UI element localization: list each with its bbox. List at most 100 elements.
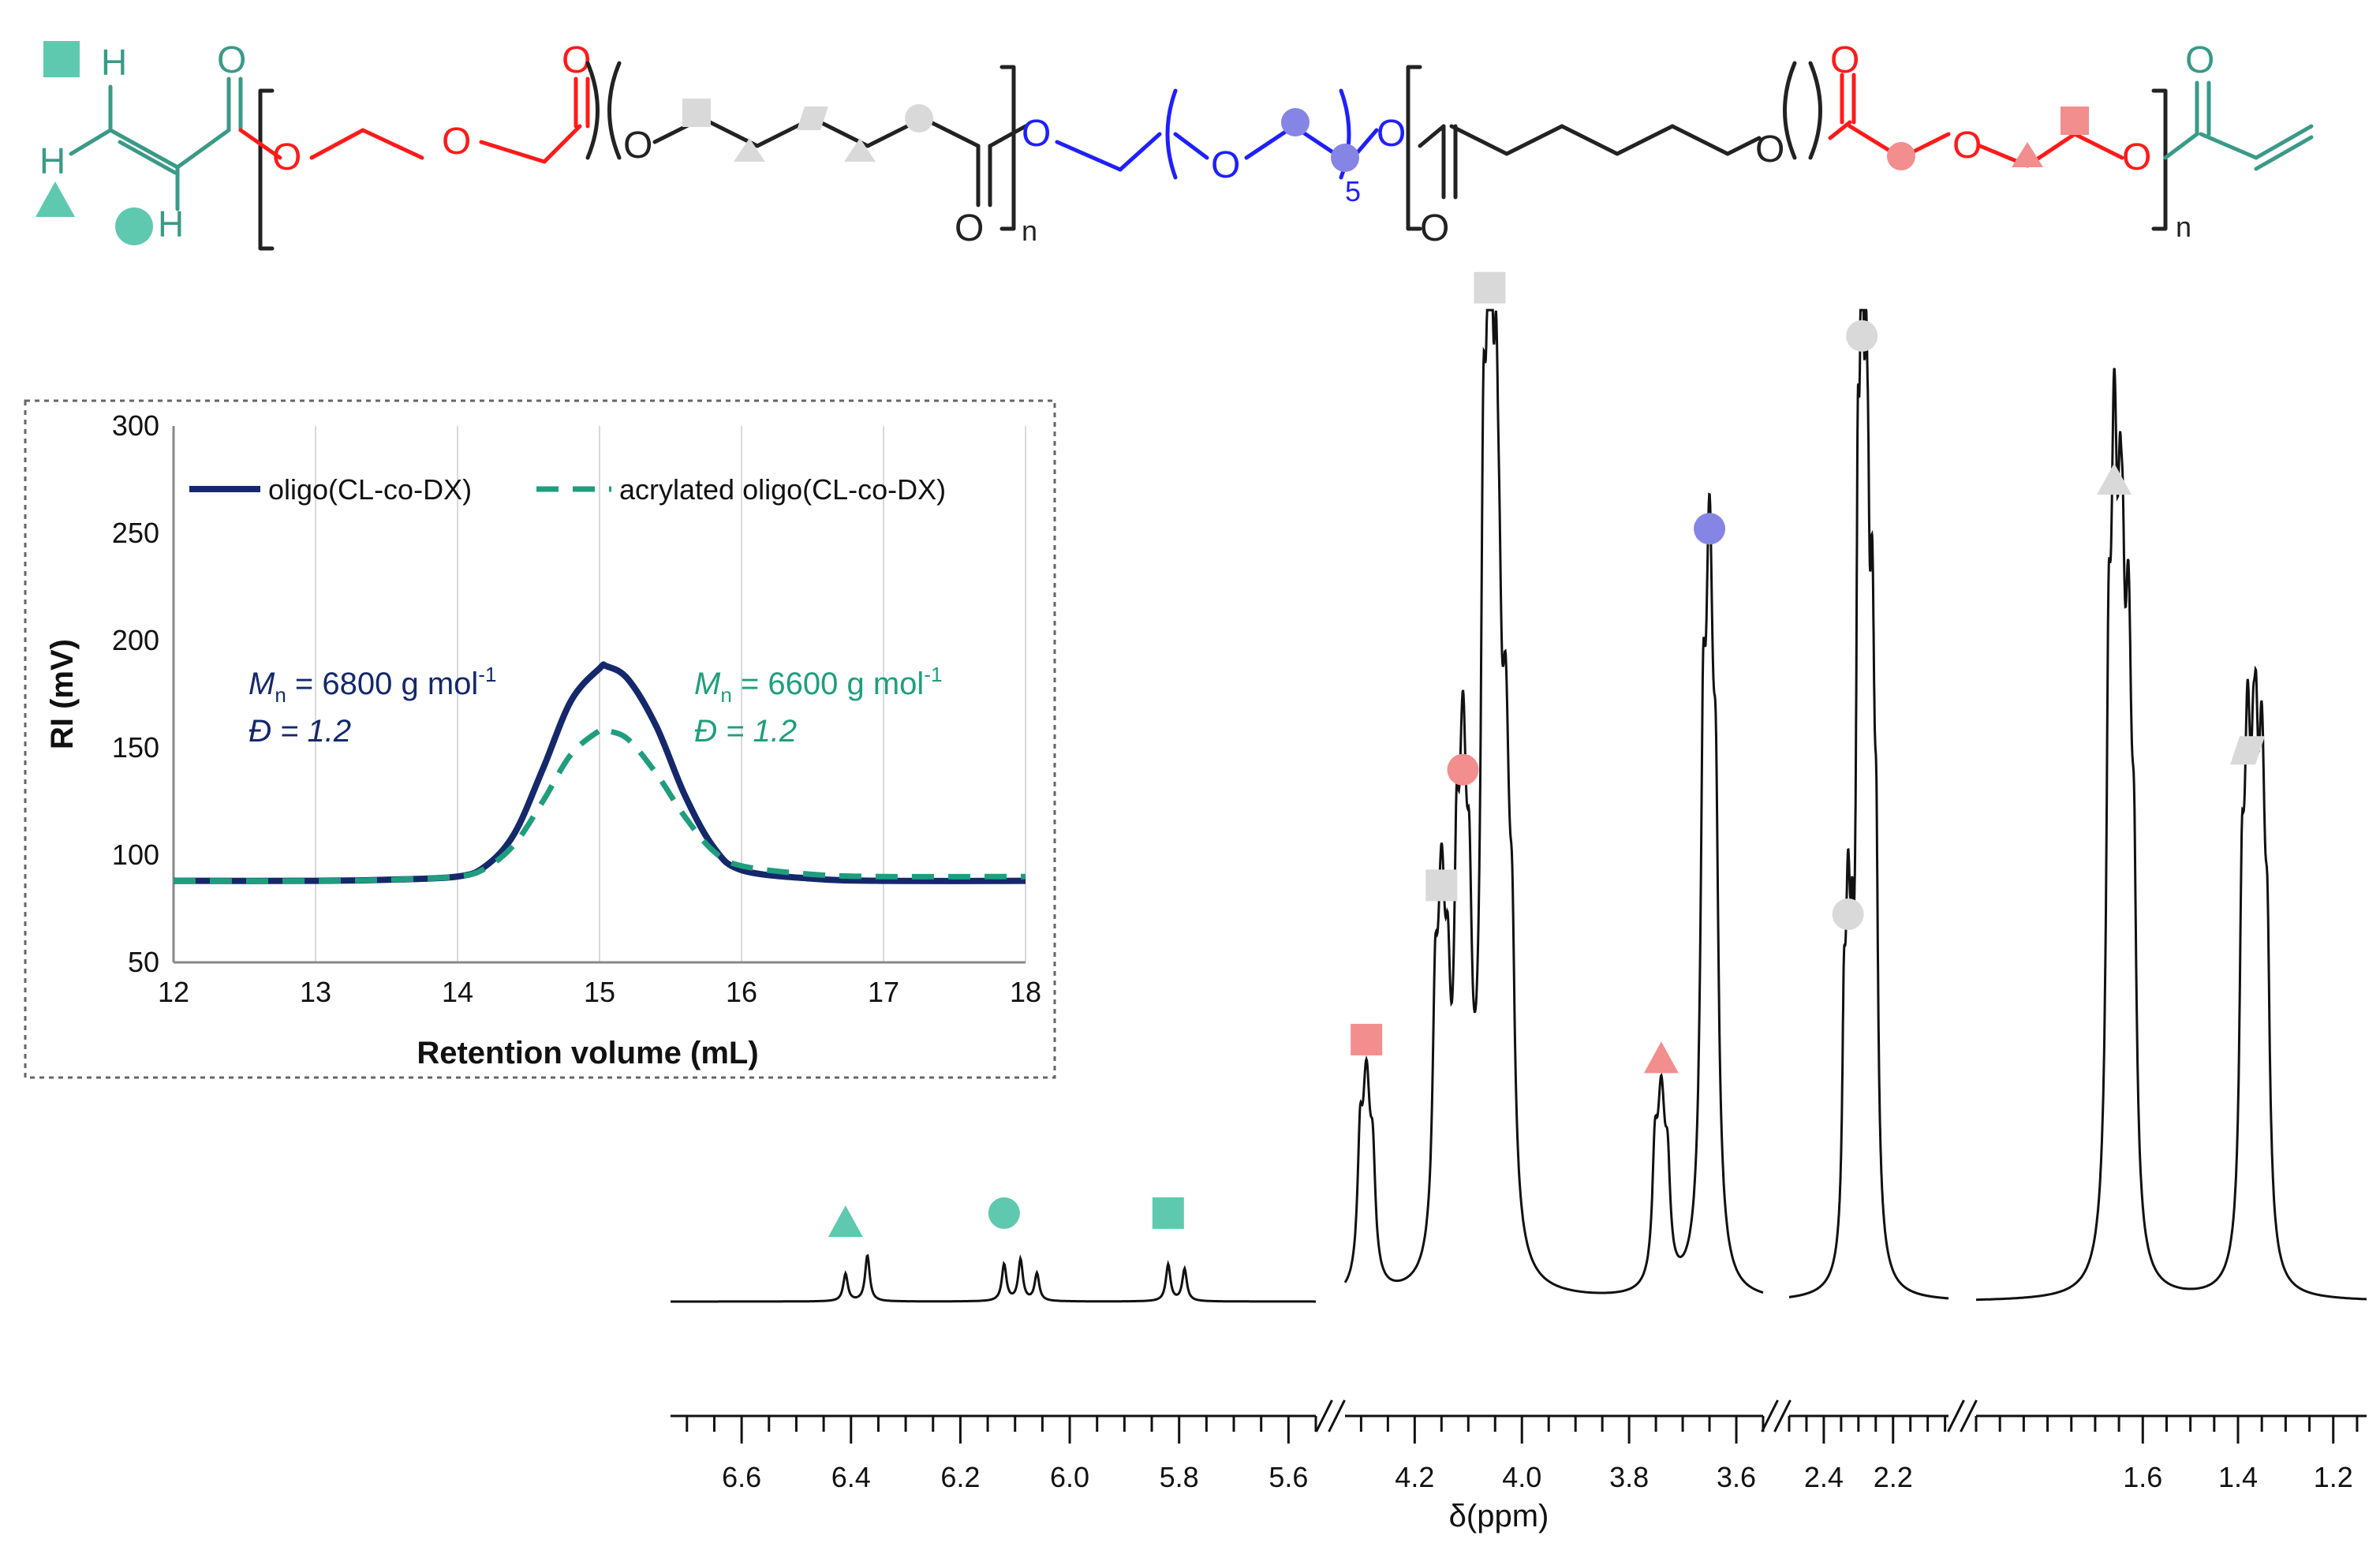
atom-O: O (1022, 113, 1051, 155)
grey-circle-marker (905, 104, 933, 133)
atom-O: O (2185, 39, 2214, 81)
teal-triangle-marker (35, 181, 75, 217)
mn-sup: -1 (478, 663, 496, 686)
gpc-x-tick-label: 13 (300, 976, 331, 1008)
nmr-peak-marker-square (1425, 869, 1458, 902)
nmr-tick-label: 2.4 (1804, 1461, 1844, 1493)
nmr-peak-marker-circle (988, 1197, 1020, 1229)
atom-O: O (272, 136, 301, 178)
gpc-y-tick-label: 100 (112, 839, 159, 871)
nmr-trace-segment (1788, 308, 1948, 1300)
mn-value: = 6800 g mol (286, 667, 479, 701)
bracket (585, 61, 600, 160)
nmr-tick-label: 1.6 (2123, 1461, 2162, 1493)
svg-text:Mn = 6600 g mol-1: Mn = 6600 g mol-1 (694, 663, 942, 707)
acrylate-right (2163, 80, 2314, 171)
nmr-peak-marker-triangle (1643, 1041, 1679, 1074)
nmr-peak-marker-square (1351, 1023, 1383, 1055)
bracket (607, 61, 622, 160)
nmr-axis-break (1773, 1399, 1792, 1433)
mn-value: = 6600 g mol (732, 667, 925, 701)
nmr-axis-break (1761, 1399, 1779, 1433)
atom-O: O (1830, 39, 1859, 81)
nmr-tick-label: 3.8 (1609, 1461, 1649, 1493)
subscript-5: 5 (1345, 175, 1361, 207)
atom-O: O (1377, 113, 1406, 155)
nmr-tick-label: 5.8 (1160, 1461, 1199, 1493)
mn-sub: n (720, 683, 731, 707)
bracket (258, 88, 275, 251)
nmr-tick-label: 1.4 (2218, 1461, 2258, 1493)
grey-triangle-marker (844, 138, 876, 162)
nmr-tick-label: 1.2 (2314, 1461, 2353, 1493)
atom-O: O (1211, 144, 1240, 186)
nmr-tick-label: 6.0 (1050, 1461, 1089, 1493)
atom-O: O (562, 39, 591, 81)
chemical-structure: H H H O O O O (35, 39, 2314, 251)
nmr-peak-marker-triangle (828, 1205, 863, 1238)
nmr-spectrum: 6.6 6.4 6.2 6.0 5.8 5.6 4.2 4.0 3.8 3.6 2.4 2.2 1.6 1… (671, 271, 2367, 1533)
gpc-series-oligo (173, 661, 1026, 884)
gpc-chart: 12 13 14 15 16 17 18 50 100 150 200 250 300 Retentio… (24, 399, 1056, 1079)
teal-circle-marker (115, 207, 153, 245)
gpc-x-tick-label: 15 (584, 976, 615, 1008)
nmr-peak-marker-circle (1694, 513, 1726, 545)
atom-O: O (442, 121, 471, 162)
gpc-y-tick-label: 200 (112, 624, 159, 656)
blue-circle-marker (1281, 108, 1310, 136)
gpc-xlabel: Retention volume (mL) (417, 1036, 758, 1070)
acrylate-left (69, 77, 243, 211)
atom-O: O (1755, 129, 1784, 170)
gpc-x-tick-label: 16 (726, 976, 757, 1008)
red-circle-marker (1887, 142, 1915, 170)
gpc-y-tick-label: 50 (128, 946, 159, 978)
gpc-y-tick-label: 300 (112, 409, 159, 442)
mn-annotation-acrylated: Mn = 6600 g mol-1 Đ = 1.2 (694, 663, 942, 749)
atom-O: O (955, 207, 984, 249)
blue-circle-marker (1331, 144, 1359, 172)
gpc-axes (172, 426, 1026, 964)
nmr-trace-segment (1343, 308, 1764, 1294)
nmr-axis: 6.6 6.4 6.2 6.0 5.8 5.6 4.2 4.0 3.8 3.6 2.4 2.2 1.6 1… (671, 1399, 2367, 1493)
nmr-xlabel: δ(ppm) (1449, 1499, 1549, 1533)
nmr-peak-marker-circle (1447, 753, 1479, 786)
atom-O: O (1420, 207, 1449, 249)
svg-text:Mn = 6800 g mol-1: Mn = 6800 g mol-1 (248, 663, 496, 707)
gpc-series-acrylated (173, 726, 1026, 884)
nmr-peak-marker-square (1152, 1197, 1184, 1229)
gpc-legend: oligo(CL-co-DX) acrylated oligo(CL-co-DX… (189, 473, 946, 506)
grey-parallelogram-marker (797, 106, 828, 130)
atom-O: O (1952, 125, 1982, 166)
nmr-tick-label: 4.0 (1502, 1461, 1541, 1493)
dispersity-acrylated: Đ = 1.2 (694, 714, 797, 749)
gpc-series (173, 661, 1026, 884)
nmr-peak-marker-circle (1832, 898, 1864, 931)
gpc-x-tick-label: 14 (442, 976, 473, 1008)
atom-O: O (623, 125, 652, 166)
nmr-tick-label: 5.6 (1268, 1461, 1308, 1493)
gpc-y-tick-label: 250 (112, 517, 159, 549)
gpc-ylabel: RI (mV) (45, 639, 80, 749)
nmr-axis-break (1328, 1399, 1346, 1433)
red-triangle-marker (2012, 142, 2043, 167)
nmr-axis-break (1960, 1399, 1978, 1433)
mn-symbol: M (694, 667, 721, 701)
atom-O: O (217, 39, 246, 81)
nmr-trace-segment (671, 1253, 1316, 1303)
atom-H: H (101, 42, 127, 83)
nmr-axis-break (1315, 1399, 1333, 1433)
nmr-peak-marker-square (1474, 271, 1506, 304)
grey-square-marker (682, 99, 711, 127)
mn-symbol: M (248, 667, 275, 701)
gpc-y-tick-label: 150 (112, 731, 159, 764)
bracket (2151, 88, 2168, 231)
cl-unit-left (652, 65, 1028, 231)
atom-H: H (39, 140, 65, 181)
gpc-x-tick-label: 17 (868, 976, 899, 1008)
mn-annotation-oligo: Mn = 6800 g mol-1 Đ = 1.2 (248, 663, 496, 749)
teal-square-marker (43, 41, 80, 77)
gpc-x-tick-label: 12 (158, 976, 189, 1008)
red-square-marker (2061, 106, 2089, 135)
